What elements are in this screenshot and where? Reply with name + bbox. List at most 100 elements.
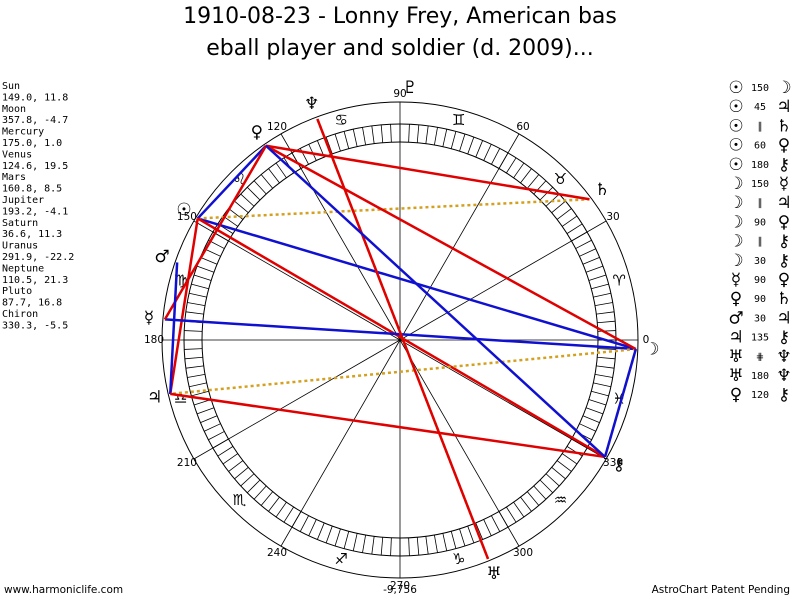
hatch-tick — [475, 140, 484, 158]
hatch-tick — [491, 515, 501, 532]
aspect-type: 90 — [754, 217, 766, 228]
hatch-tick — [539, 186, 554, 201]
hatch-tick — [268, 168, 280, 184]
sign-glyph: ♑ — [452, 550, 465, 568]
hatch-tick — [594, 373, 613, 378]
planet-glyph: ♄ — [595, 180, 610, 200]
planet-name: Neptune — [2, 263, 44, 274]
hatch-tick — [442, 533, 448, 551]
aspect-line — [265, 144, 637, 351]
house-spoke — [399, 339, 607, 460]
planet-glyph: ☉ — [176, 200, 191, 220]
aspect-planet: ♀ — [730, 385, 742, 405]
hatch-tick — [545, 473, 560, 487]
aspect-planet: ☽ — [776, 78, 791, 98]
hatch-tick — [334, 133, 341, 152]
aspect-type: ∥ — [758, 121, 763, 132]
hatch-tick — [362, 534, 367, 553]
hatch-tick — [520, 168, 532, 184]
degree-label: 300 — [513, 547, 533, 559]
hatch-tick — [187, 373, 206, 378]
aspect-planet: ♅ — [728, 366, 743, 386]
hatch-tick — [196, 407, 215, 415]
hatch-tick — [408, 537, 410, 556]
aspect-planet: ☽ — [728, 251, 743, 271]
hatch-tick — [299, 515, 309, 532]
hatch-tick — [260, 491, 274, 506]
aspect-planet: ♃ — [728, 328, 743, 348]
hatch-tick — [184, 330, 203, 332]
planet-position: 193.2, -4.1 — [2, 206, 68, 217]
planet-name: Chiron — [2, 309, 38, 320]
hatch-tick — [591, 283, 609, 290]
hatch-tick — [222, 453, 239, 465]
hatch-tick — [191, 390, 209, 397]
hatch-tick — [253, 180, 267, 195]
hatch-tick — [240, 473, 255, 487]
degree-label: 240 — [267, 547, 287, 559]
hatch-tick — [551, 200, 566, 214]
planet-glyph: ⚷ — [613, 455, 625, 475]
planet-position: 330.3, -5.5 — [2, 320, 68, 331]
planet-position: 149.0, 11.8 — [2, 92, 68, 103]
planet-position: 175.0, 1.0 — [2, 138, 62, 149]
aspect-type: 90 — [754, 294, 766, 305]
hatch-tick — [408, 124, 410, 143]
hatch-tick — [588, 274, 607, 281]
aspect-planet: ☉ — [728, 78, 743, 98]
aspect-line — [169, 218, 199, 395]
hatch-tick — [566, 223, 583, 234]
aspect-planet: ☉ — [728, 116, 743, 136]
title-line: 1910-08-23 - Lonny Frey, American bas — [183, 4, 617, 29]
house-spoke — [193, 220, 401, 341]
planet-name: Saturn — [2, 218, 38, 229]
hatch-tick — [467, 136, 475, 155]
hatch-tick — [275, 162, 287, 179]
hatch-tick — [416, 124, 420, 143]
hatch-tick — [539, 479, 554, 494]
planet-glyph: ☿ — [144, 308, 154, 328]
aspect-planet: ☽ — [728, 174, 743, 194]
sign-glyph: ♒ — [554, 491, 567, 509]
hatch-tick — [579, 423, 596, 432]
hatch-tick — [585, 407, 604, 415]
aspect-type: 135 — [751, 333, 769, 344]
hatch-tick — [467, 525, 475, 544]
hatch-tick — [520, 496, 532, 512]
aspect-planet: ♄ — [776, 289, 791, 309]
degree-label: 150 — [177, 211, 197, 223]
hatch-tick — [597, 320, 616, 324]
hatch-tick — [191, 283, 209, 290]
aspect-line — [265, 144, 590, 201]
hatch-tick — [362, 127, 367, 146]
aspect-line — [168, 262, 179, 394]
hatch-tick — [184, 356, 203, 360]
aspect-type: 120 — [751, 390, 769, 401]
hatch-tick — [390, 537, 392, 556]
hatch-tick — [561, 215, 578, 227]
aspect-type: ∥ — [758, 198, 763, 209]
sign-glyph: ♊ — [452, 111, 465, 129]
hatch-tick — [325, 525, 333, 544]
footer-left: www.harmoniclife.com — [4, 584, 123, 596]
sign-glyph: ♈ — [613, 272, 626, 290]
hatch-tick — [189, 382, 207, 388]
hatch-tick — [204, 248, 221, 257]
planet-position: 291.9, -22.2 — [2, 252, 74, 263]
hatch-tick — [582, 256, 600, 265]
aspect-planet: ☉ — [728, 155, 743, 175]
sign-glyph: ♉ — [554, 170, 567, 188]
aspect-planet: ☽ — [728, 232, 743, 252]
hatch-tick — [343, 131, 350, 149]
aspect-planet: ♆ — [776, 366, 791, 386]
hatch-tick — [597, 348, 616, 350]
aspect-planet: ☉ — [728, 136, 743, 156]
planet-position: 124.6, 19.5 — [2, 161, 68, 172]
planet-glyph: ♆ — [304, 94, 319, 114]
degree-label: 0 — [643, 334, 650, 346]
aspect-planet: ⚷ — [778, 232, 790, 252]
hatch-tick — [390, 124, 392, 143]
hatch-tick — [556, 208, 572, 220]
house-spoke — [399, 133, 520, 341]
